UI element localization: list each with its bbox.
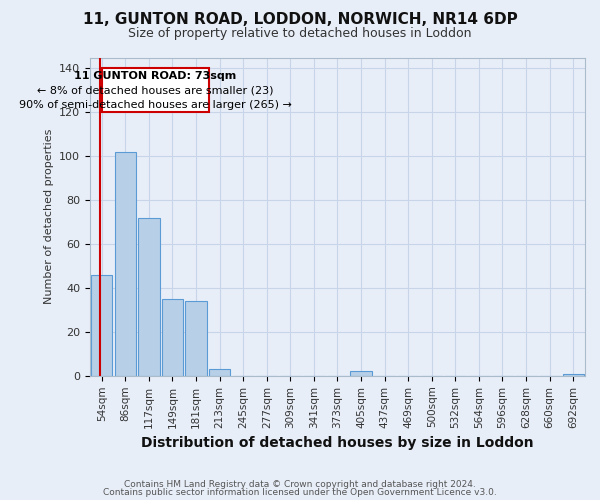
Y-axis label: Number of detached properties: Number of detached properties	[44, 129, 53, 304]
Text: 11 GUNTON ROAD: 73sqm: 11 GUNTON ROAD: 73sqm	[74, 71, 236, 81]
Bar	[91, 275, 112, 376]
Bar	[563, 374, 584, 376]
Text: 11, GUNTON ROAD, LODDON, NORWICH, NR14 6DP: 11, GUNTON ROAD, LODDON, NORWICH, NR14 6…	[83, 12, 517, 28]
Text: 90% of semi-detached houses are larger (265) →: 90% of semi-detached houses are larger (…	[19, 100, 292, 110]
Text: ← 8% of detached houses are smaller (23): ← 8% of detached houses are smaller (23)	[37, 86, 274, 96]
FancyBboxPatch shape	[102, 68, 209, 112]
Bar	[185, 301, 206, 376]
X-axis label: Distribution of detached houses by size in Loddon: Distribution of detached houses by size …	[141, 436, 534, 450]
Text: Contains public sector information licensed under the Open Government Licence v3: Contains public sector information licen…	[103, 488, 497, 497]
Bar	[209, 369, 230, 376]
Bar	[162, 299, 183, 376]
Bar	[350, 372, 371, 376]
Text: Size of property relative to detached houses in Loddon: Size of property relative to detached ho…	[128, 28, 472, 40]
Bar	[139, 218, 160, 376]
Bar	[115, 152, 136, 376]
Text: Contains HM Land Registry data © Crown copyright and database right 2024.: Contains HM Land Registry data © Crown c…	[124, 480, 476, 489]
